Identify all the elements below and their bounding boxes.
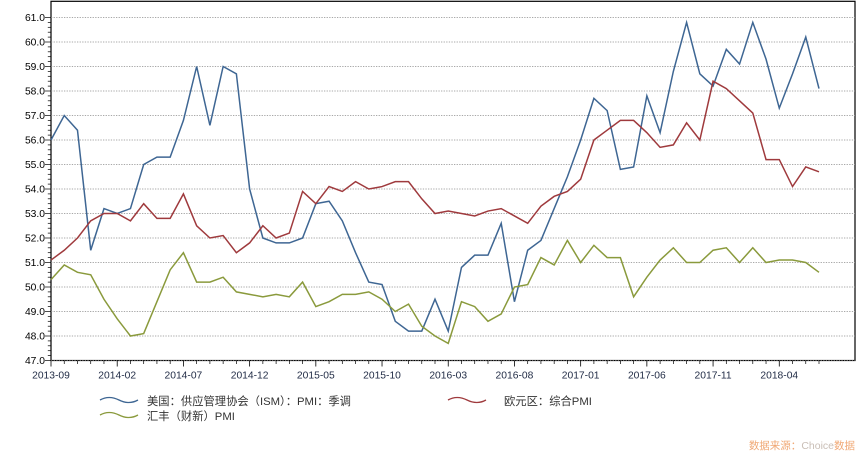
svg-text:2015-05: 2015-05 [297,371,335,382]
svg-text:2018-04: 2018-04 [760,371,798,382]
svg-text:欧元区：综合PMI: 欧元区：综合PMI [504,394,592,408]
svg-text:51.0: 51.0 [25,258,45,269]
svg-text:2016-08: 2016-08 [496,371,534,382]
svg-text:49.0: 49.0 [25,307,45,318]
svg-text:数据来源：Choice数据: 数据来源：Choice数据 [749,439,856,452]
svg-text:汇丰（财新）PMI: 汇丰（财新）PMI [147,409,235,423]
svg-text:54.0: 54.0 [25,185,45,196]
svg-text:55.0: 55.0 [25,160,45,171]
svg-text:61.0: 61.0 [25,13,45,24]
svg-text:美国：供应管理协会（ISM）：PMI：季调: 美国：供应管理协会（ISM）：PMI：季调 [147,394,351,408]
svg-text:2017-11: 2017-11 [695,371,732,382]
svg-text:2014-02: 2014-02 [98,371,136,382]
svg-text:59.0: 59.0 [25,62,45,73]
svg-text:60.0: 60.0 [25,38,45,49]
svg-text:53.0: 53.0 [25,209,45,220]
svg-text:2017-01: 2017-01 [562,371,600,382]
svg-text:58.0: 58.0 [25,87,45,98]
svg-text:2017-06: 2017-06 [628,371,666,382]
svg-text:50.0: 50.0 [25,283,45,294]
svg-text:48.0: 48.0 [25,332,45,343]
svg-text:2015-10: 2015-10 [363,371,401,382]
svg-text:2013-09: 2013-09 [32,371,70,382]
svg-text:57.0: 57.0 [25,111,45,122]
svg-text:56.0: 56.0 [25,136,45,147]
svg-text:2014-07: 2014-07 [165,371,203,382]
svg-text:47.0: 47.0 [25,356,45,367]
svg-text:2014-12: 2014-12 [231,371,269,382]
svg-text:2016-03: 2016-03 [429,371,467,382]
svg-text:52.0: 52.0 [25,234,45,245]
